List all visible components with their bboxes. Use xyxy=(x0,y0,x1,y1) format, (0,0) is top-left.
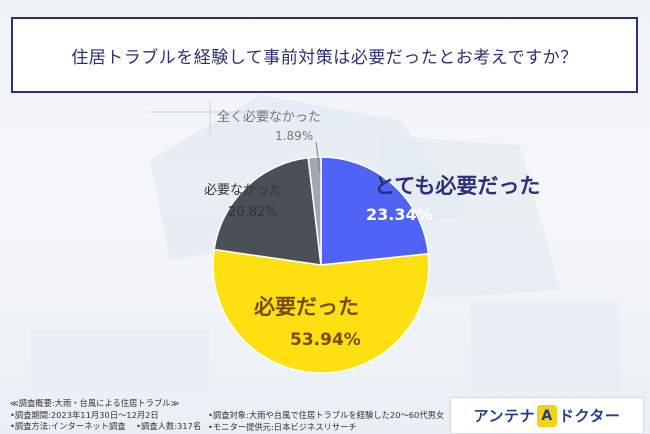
brand-logo: アンテナ A ドクター xyxy=(450,397,644,434)
slice-label-hitsuyou-nakatta: 必要なかった xyxy=(204,183,282,198)
logo-antenna-icon: A xyxy=(537,404,557,427)
survey-count: •調査人数:317名 xyxy=(136,421,202,431)
slice-totemo xyxy=(320,156,430,266)
slice-value-hitsuyou: 53.94% xyxy=(290,330,361,350)
slice-hitsuyou-nakatta xyxy=(213,156,322,266)
slice-label-mattaku: 全く必要なかった xyxy=(217,109,321,125)
pie-slices xyxy=(212,156,430,374)
logo-part1: アンテナ xyxy=(473,407,535,425)
question-title-box: 住居トラブルを経験して事前対策は必要だったとお考えですか？ xyxy=(11,17,638,93)
slice-value-totemo: 23.34% xyxy=(366,205,433,224)
survey-heading: ≪調査概要:大雨・台風による住居トラブル≫ xyxy=(10,398,180,408)
survey-target: •調査対象:大雨や台風で住居トラブルを経験した20〜60代男女 xyxy=(208,410,445,420)
slice-hitsuyou xyxy=(212,248,430,374)
slice-value-mattaku: 1.89% xyxy=(275,129,313,143)
survey-method-row: •調査方法:インターネット調査 •調査人数:317名 xyxy=(10,421,201,433)
slice-label-hitsuyou: 必要だった xyxy=(254,295,359,319)
leader-line-zenbu xyxy=(315,141,321,173)
logo-part2: ドクター xyxy=(559,407,621,425)
survey-method: •調査方法:インターネット調査 xyxy=(10,421,126,431)
slice-value-hitsuyou-nakatta: 20.82% xyxy=(228,205,278,220)
survey-target-info: •調査対象:大雨や台風で住居トラブルを経験した20〜60代男女 •モニター提供元… xyxy=(208,410,444,433)
logo-text: アンテナ A ドクター xyxy=(473,404,621,427)
survey-period: •調査期間:2023年11月30日〜12月2日 xyxy=(10,409,159,420)
slice-mattaku xyxy=(307,156,322,266)
page-title: 住居トラブルを経験して事前対策は必要だったとお考えですか？ xyxy=(71,47,578,68)
survey-summary: ≪調査概要:大雨・台風による住居トラブル≫ •調査期間:2023年11月30日〜… xyxy=(10,398,201,433)
survey-provider: •モニター提供元:日本ビジネスリサーチ xyxy=(208,421,357,432)
slice-label-totemo: とても必要だった xyxy=(374,174,540,198)
